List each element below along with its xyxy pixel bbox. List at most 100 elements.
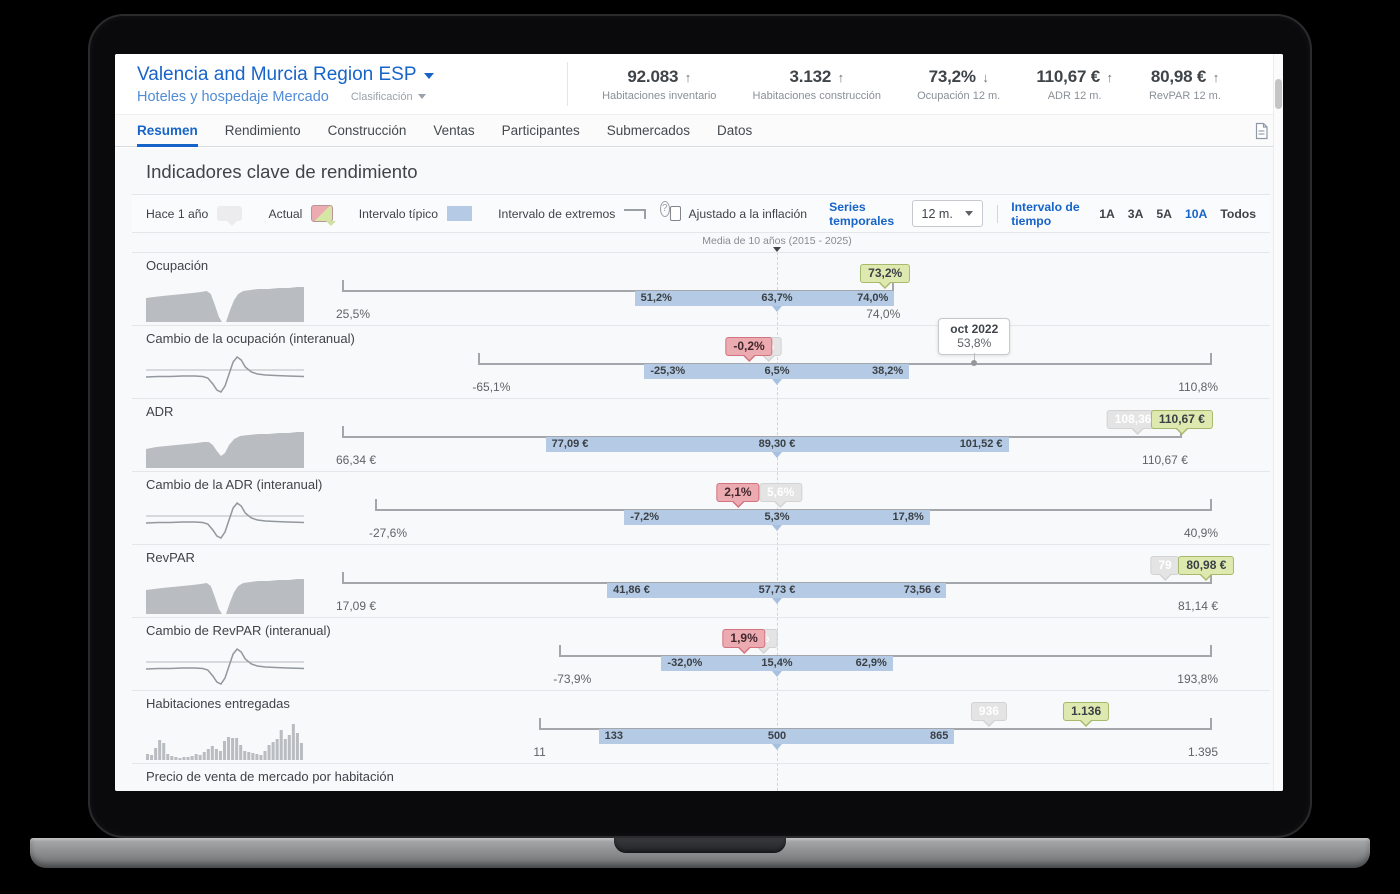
range-tick-left xyxy=(342,280,344,292)
min-label: -65,1% xyxy=(472,380,511,394)
q1-label: -7,2% xyxy=(630,511,659,523)
sparkline-area-dip xyxy=(146,569,304,614)
min-label: 25,5% xyxy=(336,307,371,321)
sparkline-area-dip xyxy=(146,277,304,322)
max-label: 110,8% xyxy=(1178,380,1218,394)
median-notch xyxy=(772,525,782,536)
range-option-3a[interactable]: 3A xyxy=(1127,206,1144,221)
range-tick-left xyxy=(478,353,481,365)
trend-up-icon: ↑ xyxy=(837,69,845,85)
current-value-badge: 1,9% xyxy=(722,629,766,654)
tab-ventas[interactable]: Ventas xyxy=(433,123,475,138)
range-option-10a[interactable]: 10A xyxy=(1184,206,1208,221)
extreme-range-line xyxy=(342,290,895,292)
kpi-row-title: Ocupación xyxy=(146,258,209,273)
range-option-1a[interactable]: 1A xyxy=(1099,206,1115,221)
typical-range-box xyxy=(545,437,1009,452)
trend-up-icon: ↑ xyxy=(684,69,692,85)
toolbar-divider xyxy=(996,204,998,223)
median-label: 500 xyxy=(767,730,787,742)
scrollbar-track[interactable] xyxy=(1273,54,1283,791)
median-label: 63,7% xyxy=(761,292,793,304)
header-divider xyxy=(567,62,568,106)
median-label: 89,30 € xyxy=(758,438,796,450)
main-content: Indicadores clave de rendimiento Hace 1 … xyxy=(115,148,1283,791)
kpi-row: Cambio de la ocupación (interanual) -25,3… xyxy=(132,318,1270,398)
tab-resumen[interactable]: Resumen xyxy=(137,115,198,147)
legend-year-ago-label: Hace 1 año xyxy=(146,206,209,221)
current-swatch xyxy=(311,205,337,226)
hover-tooltip: oct 2022 53,8% xyxy=(938,318,1011,355)
q3-label: 101,52 € xyxy=(959,438,1003,450)
median-notch xyxy=(772,744,782,755)
median-notch xyxy=(772,671,782,682)
current-value-badge: -0,2% xyxy=(725,337,773,362)
axis-header: Media de 10 años (2015 - 2025) xyxy=(132,233,1270,252)
range-tick-left xyxy=(342,572,344,584)
range-option-5a[interactable]: 5A xyxy=(1156,206,1172,221)
axis-header-label: Media de 10 años (2015 - 2025) xyxy=(702,235,852,247)
q3-label: 73,56 € xyxy=(903,584,941,596)
median-notch xyxy=(772,306,782,317)
legend-extremes-label: Intervalo de extremos xyxy=(498,206,616,221)
tab-participantes[interactable]: Participantes xyxy=(501,123,580,138)
extremes-range-swatch xyxy=(624,208,646,219)
kpi-row: Habitaciones entregadas 133 500 865 11 1.395 9… xyxy=(132,690,1270,763)
stat-habitaciones-inventario: 92.083 ↑ Habitaciones inventario xyxy=(602,66,717,102)
legend-current-label: Actual xyxy=(268,206,303,221)
classification-dropdown[interactable]: Clasificación xyxy=(351,91,426,103)
select-caret-icon xyxy=(964,211,973,216)
help-icon[interactable]: ? xyxy=(659,200,670,217)
current-value-badge: 1.136 xyxy=(1063,702,1110,727)
current-value-badge: 73,2% xyxy=(860,264,911,289)
tooltip-dot xyxy=(971,360,978,366)
sparkline-line-spike xyxy=(145,496,305,541)
tab-construcci-n[interactable]: Construcción xyxy=(327,123,407,138)
q3-label: 17,8% xyxy=(892,511,924,523)
tab-bar: Resumen Rendimiento Construcción Ventas Part… xyxy=(115,114,1283,147)
q3-label: 74,0% xyxy=(857,292,889,304)
range-tick-right xyxy=(1210,718,1212,730)
q1-label: -25,3% xyxy=(650,365,686,377)
q3-label: 62,9% xyxy=(855,657,887,669)
trend-up-icon: ↑ xyxy=(1106,69,1114,85)
min-label: 11 xyxy=(533,745,546,759)
range-tick-right xyxy=(1210,645,1212,657)
laptop-base xyxy=(30,838,1370,868)
tab-datos[interactable]: Datos xyxy=(717,123,753,138)
kpi-row: Cambio de RevPAR (interanual) -32,0% 15,4%… xyxy=(132,617,1270,690)
kpi-row-title: Cambio de la ADR (interanual) xyxy=(146,477,323,492)
range-tick-right xyxy=(892,280,895,292)
document-icon[interactable] xyxy=(1254,122,1269,140)
q1-label: 51,2% xyxy=(640,292,672,304)
classification-caret-icon xyxy=(417,94,426,99)
laptop-notch xyxy=(614,838,786,853)
page-title: Indicadores clave de rendimiento xyxy=(146,161,418,182)
tab-rendimiento[interactable]: Rendimiento xyxy=(224,123,301,138)
max-label: 110,67 € xyxy=(1142,453,1188,467)
inflation-checkbox[interactable] xyxy=(669,206,681,221)
scrollbar-thumb[interactable] xyxy=(1275,79,1282,109)
median-label: 57,73 € xyxy=(758,584,796,596)
tab-submercados[interactable]: Submercados xyxy=(606,123,691,138)
kpi-row-title: RevPAR xyxy=(146,550,195,565)
inflation-label: Ajustado a la inflación xyxy=(688,206,808,221)
q1-label: 77,09 € xyxy=(551,438,589,450)
kpi-row-title: ADR xyxy=(146,404,174,419)
laptop-bezel: Valencia and Murcia Region ESP Hoteles y… xyxy=(88,14,1312,838)
typical-range-box xyxy=(634,291,895,306)
kpi-rows: Ocupación 51,2% 63,7% 74,0% 25,5% 74,0% 73,2% C… xyxy=(132,252,1270,791)
max-label: 193,8% xyxy=(1177,672,1218,686)
median-label: 15,4% xyxy=(761,657,793,669)
year-ago-badge: 5,6% xyxy=(758,483,803,508)
min-label: 17,09 € xyxy=(336,599,377,613)
typical-range-box xyxy=(607,583,947,598)
time-series-select[interactable]: 12 m. xyxy=(911,200,983,227)
range-option-todos[interactable]: Todos xyxy=(1220,206,1256,221)
legend-typical-label: Intervalo típico xyxy=(358,206,439,221)
kpi-row: RevPAR 41,86 € 57,73 € 73,56 € 17,09 € 81,14 … xyxy=(132,544,1270,617)
year-ago-badge: 79 xyxy=(1150,556,1180,581)
market-title-dropdown[interactable]: Valencia and Murcia Region ESP xyxy=(137,64,567,86)
market-title: Valencia and Murcia Region ESP xyxy=(137,63,417,85)
stat-ocupaci-n-12-m-: 73,2% ↓ Ocupación 12 m. xyxy=(917,66,1001,102)
